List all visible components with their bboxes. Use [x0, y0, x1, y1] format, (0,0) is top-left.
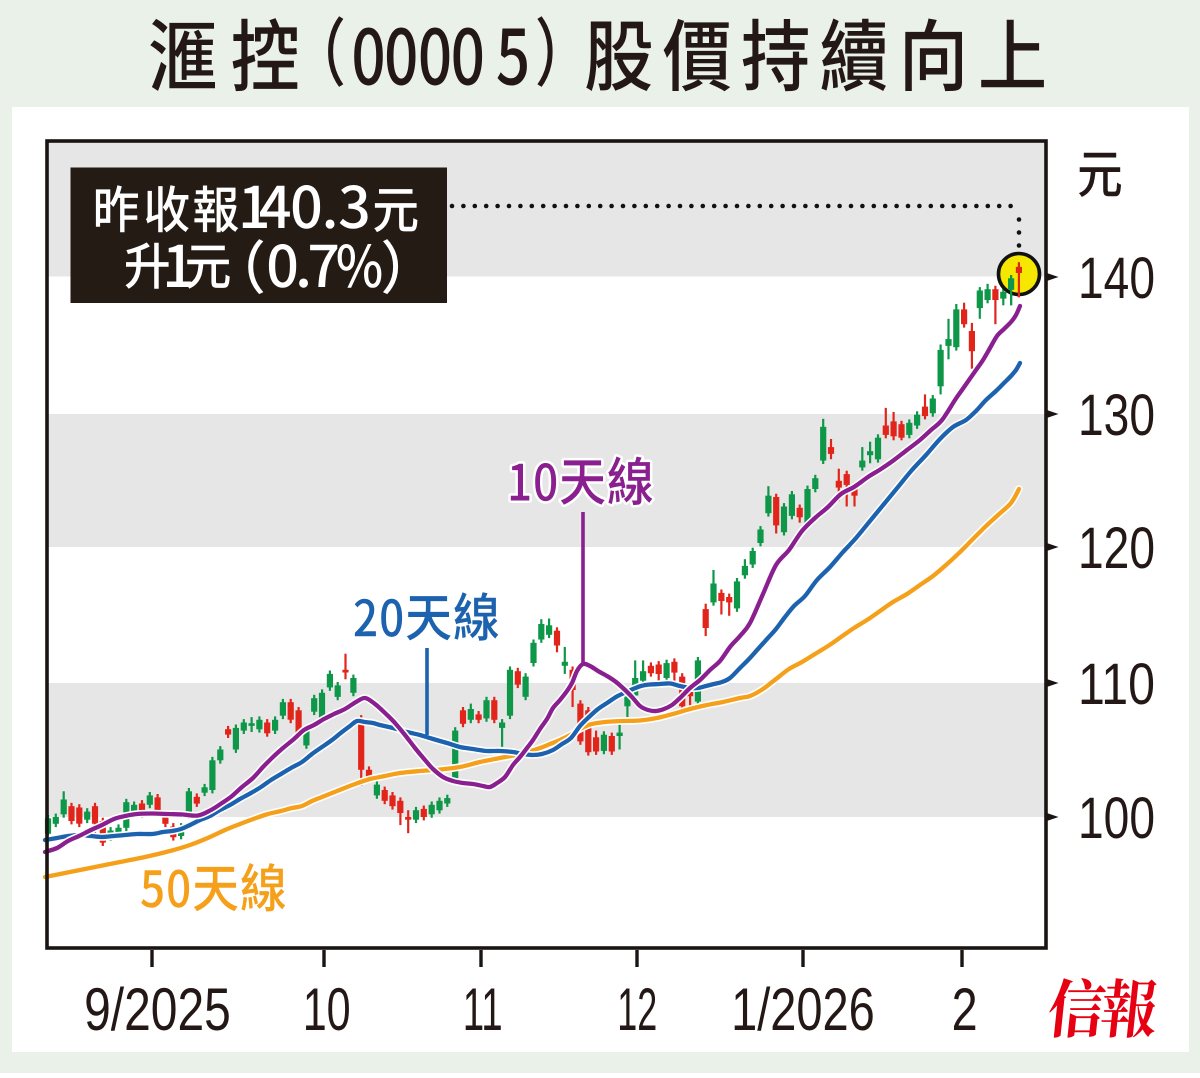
svg-text:110: 110 [1078, 652, 1155, 717]
svg-text:12: 12 [617, 976, 657, 1043]
svg-text:2: 2 [952, 976, 978, 1043]
svg-text:10: 10 [303, 976, 351, 1043]
svg-text:1/2026: 1/2026 [731, 976, 875, 1043]
svg-text:11: 11 [463, 976, 503, 1043]
svg-text:130: 130 [1078, 383, 1155, 448]
svg-text:140: 140 [1078, 246, 1155, 311]
svg-text:100: 100 [1078, 786, 1155, 851]
svg-text:120: 120 [1078, 516, 1155, 581]
svg-text:9/2025: 9/2025 [84, 976, 231, 1043]
